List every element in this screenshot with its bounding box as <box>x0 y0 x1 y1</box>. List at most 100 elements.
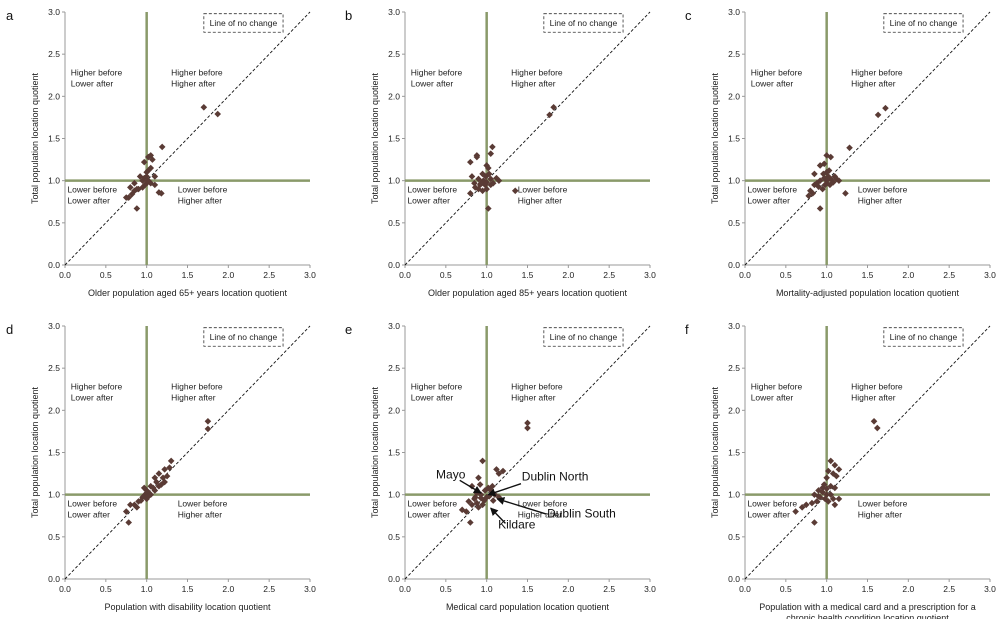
data-point <box>820 160 828 168</box>
data-point <box>835 466 843 473</box>
annotation-label: Mayo <box>436 468 466 482</box>
data-point <box>820 174 828 182</box>
data-point <box>166 464 173 471</box>
quadrant-label-bottom-left: Lower after <box>407 195 450 205</box>
data-point <box>125 519 132 526</box>
y-tick-label: 0.5 <box>728 218 740 228</box>
y-tick-label: 2.5 <box>388 49 400 59</box>
quadrant-label-top-right: Higher before <box>171 381 223 391</box>
y-tick-label: 3.0 <box>48 7 60 17</box>
y-tick-label: 0.5 <box>48 532 60 542</box>
data-point <box>473 153 481 161</box>
x-tick-label: 2.0 <box>222 584 234 594</box>
quadrant-label-bottom-right: Higher after <box>518 509 563 519</box>
quadrant-label-top-right: Higher after <box>171 392 216 402</box>
data-point <box>475 474 482 482</box>
data-point <box>479 170 486 178</box>
data-point <box>151 173 159 180</box>
quadrant-label-bottom-left: Lower before <box>407 184 457 194</box>
legend-label: Line of no change <box>550 18 618 28</box>
data-point <box>480 497 488 504</box>
y-tick-label: 0.0 <box>388 574 400 584</box>
data-point <box>827 491 835 498</box>
data-point <box>870 417 878 425</box>
data-point <box>825 173 832 180</box>
data-point <box>807 187 814 195</box>
quadrant-label-top-right: Higher after <box>851 392 896 402</box>
data-point <box>141 181 149 189</box>
quadrant-label-top-left: Lower after <box>751 392 794 402</box>
data-point <box>489 143 496 151</box>
data-point <box>846 144 853 152</box>
data-point <box>811 519 818 526</box>
scatter-panel-a: a 0.0 0.5 1.0 1.5 2.0 2.5 3.0 0.0 0.5 1.0 1.5 2.0 2.5… <box>6 7 316 298</box>
data-point <box>815 487 822 494</box>
y-tick-label: 1.0 <box>388 490 400 500</box>
quadrant-label-top-left: Higher before <box>71 381 123 391</box>
scatter-panel-d: d 0.0 0.5 1.0 1.5 2.0 2.5 3.0 0.0 0.5 1.0 1.5 2.0 2.5… <box>6 321 316 612</box>
data-point <box>816 205 824 212</box>
y-tick-label: 1.5 <box>388 134 400 144</box>
data-point <box>805 192 812 200</box>
y-tick-label: 1.5 <box>728 134 740 144</box>
data-point <box>145 177 152 184</box>
data-point <box>815 183 822 190</box>
data-point <box>122 508 130 515</box>
data-point <box>495 470 503 477</box>
y-axis-title: Total population location quotient <box>710 386 720 518</box>
y-tick-label: 2.5 <box>388 363 400 373</box>
y-tick-label: 2.5 <box>48 363 60 373</box>
data-point <box>155 470 163 477</box>
data-point <box>477 494 485 502</box>
annotation-arrow <box>490 507 506 524</box>
y-tick-label: 2.0 <box>388 91 400 101</box>
y-tick-label: 1.5 <box>728 448 740 458</box>
data-point <box>204 417 212 425</box>
quadrant-label-bottom-right: Lower before <box>518 184 568 194</box>
x-tick-label: 3.0 <box>644 584 656 594</box>
quadrant-label-bottom-left: Lower after <box>747 509 790 519</box>
x-tick-label: 2.5 <box>603 584 615 594</box>
x-axis-title: Older population aged 85+ years location… <box>428 288 627 298</box>
x-tick-label: 0.5 <box>440 270 452 280</box>
data-point <box>825 167 833 174</box>
x-tick-label: 3.0 <box>644 270 656 280</box>
y-tick-label: 0.5 <box>48 218 60 228</box>
panel-letter: b <box>345 8 352 23</box>
data-point <box>495 177 503 184</box>
x-tick-label: 2.0 <box>562 270 574 280</box>
data-point <box>483 179 490 186</box>
data-point <box>546 111 553 119</box>
scatter-panel-e: e 0.0 0.5 1.0 1.5 2.0 2.5 3.0 0.0 0.5 1.0 1.5 2.0 2.5… <box>345 321 656 612</box>
data-point <box>133 504 141 511</box>
x-axis-title: Mortality-adjusted population location q… <box>776 288 960 298</box>
quadrant-label-top-left: Lower after <box>411 392 454 402</box>
quadrant-label-top-left: Higher before <box>411 67 463 77</box>
x-tick-label: 1.0 <box>481 270 493 280</box>
data-point <box>467 158 474 166</box>
y-tick-label: 2.0 <box>48 91 60 101</box>
data-point <box>820 481 828 488</box>
data-point <box>819 488 826 496</box>
data-point <box>813 179 821 187</box>
quadrant-label-bottom-right: Higher after <box>518 195 563 205</box>
y-tick-label: 1.5 <box>388 448 400 458</box>
legend-box <box>203 13 284 33</box>
quadrant-label-bottom-right: Lower before <box>518 498 568 508</box>
x-tick-label: 0.0 <box>739 270 751 280</box>
quadrant-label-top-right: Higher after <box>171 78 216 88</box>
quadrant-label-bottom-right: Higher after <box>858 195 903 205</box>
data-point <box>151 487 159 494</box>
quadrant-label-bottom-left: Lower after <box>747 195 790 205</box>
data-point <box>809 190 817 197</box>
y-tick-label: 1.5 <box>48 134 60 144</box>
data-point <box>158 143 166 151</box>
y-axis-title: Total population location quotient <box>370 72 380 204</box>
line-of-no-change <box>744 11 991 266</box>
annotation-arrow <box>496 497 547 515</box>
data-point <box>475 175 482 183</box>
data-point <box>200 103 208 111</box>
quadrant-label-top-left: Lower after <box>71 78 114 88</box>
legend-box <box>883 327 964 347</box>
data-point <box>149 156 156 163</box>
